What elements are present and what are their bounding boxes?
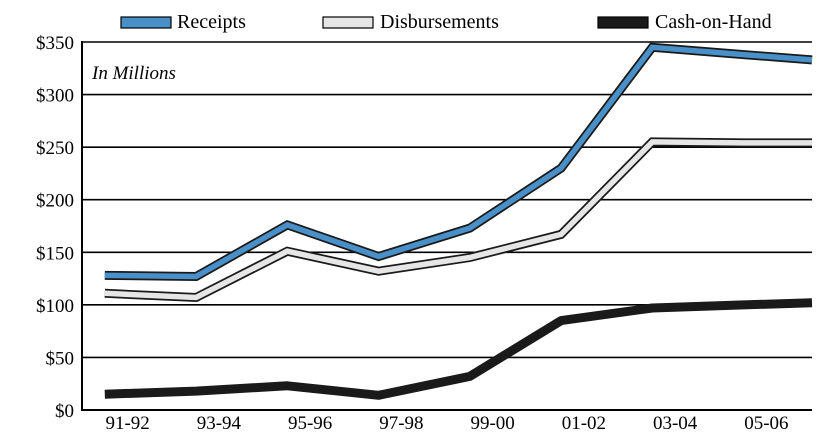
x-tick-label: 99-00 [470, 413, 514, 434]
x-tick-label: 01-02 [562, 413, 606, 434]
series-outline-disbursements [104, 137, 812, 303]
x-tick-label: 91-92 [105, 413, 149, 434]
grid-lines [82, 93, 812, 359]
series-lines [104, 42, 813, 400]
y-tick-label: $150 [36, 243, 74, 264]
x-tick-label: 97-98 [379, 413, 423, 434]
y-axis-ticks: $0 $50 $100 $150 $200 $250 $300 $350 [36, 33, 74, 422]
y-tick-label: $350 [36, 33, 74, 54]
chart-annotation: In Millions [91, 63, 176, 84]
y-tick-label: $250 [36, 138, 74, 159]
series-line-receipts [104, 44, 813, 280]
legend-swatch-receipts [120, 16, 172, 29]
series-line-cash-on-hand [104, 298, 813, 400]
legend-swatch-disbursements [322, 16, 374, 29]
series-line-disbursements [104, 139, 812, 301]
legend-label-disbursements: Disbursements [380, 11, 499, 33]
x-axis-ticks: 91-92 93-94 95-96 97-98 99-00 01-02 03-04 05-06 [105, 413, 788, 434]
y-tick-label: $0 [55, 401, 74, 422]
x-tick-label: 93-94 [197, 413, 242, 434]
y-tick-label: $100 [36, 296, 74, 317]
plot-frame [81, 41, 812, 411]
y-tick-label: $200 [36, 191, 74, 212]
legend-label-cash-on-hand: Cash-on-Hand [655, 11, 772, 33]
x-tick-label: 05-06 [744, 413, 788, 434]
y-tick-label: $50 [46, 348, 75, 369]
y-tick-label: $300 [36, 86, 74, 107]
x-tick-label: 95-96 [288, 413, 332, 434]
series-outline-receipts [104, 42, 813, 282]
x-tick-label: 03-04 [653, 413, 698, 434]
legend-swatch-cash-on-hand [597, 16, 649, 29]
legend-label-receipts: Receipts [177, 11, 246, 33]
legend: Receipts Disbursements Cash-on-Hand [120, 11, 772, 33]
